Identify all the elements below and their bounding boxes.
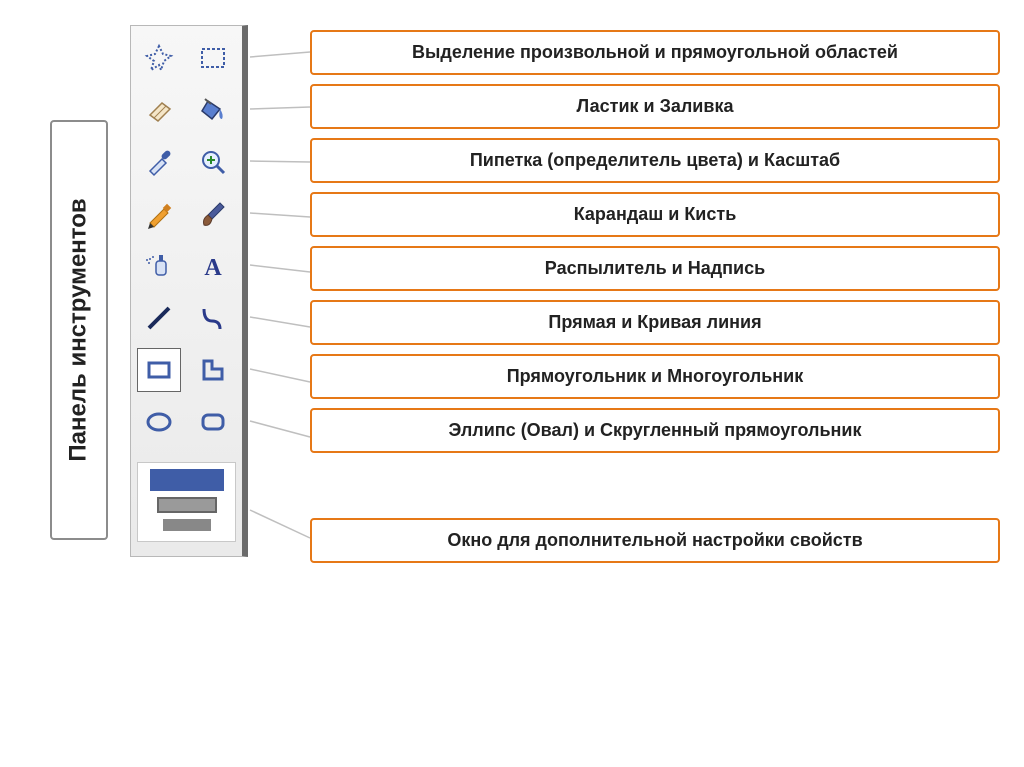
brush-tool[interactable] (191, 192, 235, 236)
freeform-select-icon (144, 43, 174, 73)
eraser-icon (144, 95, 174, 125)
page-title: Панель инструментов (65, 198, 93, 461)
tool-palette: A (130, 25, 248, 557)
airbrush-icon (144, 251, 174, 281)
eyedropper-icon (144, 147, 174, 177)
desc-row-2: Ластик и Заливка (310, 84, 1000, 129)
desc-row-6: Прямая и Кривая линия (310, 300, 1000, 345)
ellipse-icon (144, 407, 174, 437)
magnifier-icon (198, 147, 228, 177)
text-tool[interactable]: A (191, 244, 235, 288)
tool-grid: A (137, 36, 236, 444)
desc-row-7: Прямоугольник и Многоугольник (310, 354, 1000, 399)
tool-options-panel[interactable] (137, 462, 236, 542)
airbrush-tool[interactable] (137, 244, 181, 288)
polygon-icon (198, 355, 228, 385)
curve-icon (198, 303, 228, 333)
eyedropper-tool[interactable] (137, 140, 181, 184)
magnifier-tool[interactable] (191, 140, 235, 184)
rounded-rect-icon (198, 407, 228, 437)
option-outline-only[interactable] (150, 469, 224, 491)
pencil-icon (144, 199, 174, 229)
polygon-tool[interactable] (191, 348, 235, 392)
descriptions-column: Выделение произвольной и прямоугольной о… (310, 30, 1000, 572)
desc-row-8: Эллипс (Овал) и Скругленный прямоугольни… (310, 408, 1000, 453)
line-icon (144, 303, 174, 333)
text-icon: A (198, 251, 228, 281)
option-filled-outline[interactable] (157, 497, 217, 513)
desc-row-5: Распылитель и Надпись (310, 246, 1000, 291)
ellipse-tool[interactable] (137, 400, 181, 444)
rect-select-icon (198, 43, 228, 73)
desc-row-4: Карандаш и Кисть (310, 192, 1000, 237)
curve-tool[interactable] (191, 296, 235, 340)
rect-select-tool[interactable] (191, 36, 235, 80)
title-panel: Панель инструментов (50, 120, 108, 540)
pencil-tool[interactable] (137, 192, 181, 236)
desc-row-1: Выделение произвольной и прямоугольной о… (310, 30, 1000, 75)
rectangle-tool[interactable] (137, 348, 181, 392)
option-filled-solid[interactable] (163, 519, 211, 531)
eraser-tool[interactable] (137, 88, 181, 132)
svg-text:A: A (204, 255, 222, 281)
fill-icon (198, 95, 228, 125)
brush-icon (198, 199, 228, 229)
fill-tool[interactable] (191, 88, 235, 132)
desc-row-3: Пипетка (определитель цвета) и Касштаб (310, 138, 1000, 183)
rounded-rect-tool[interactable] (191, 400, 235, 444)
desc-options: Окно для дополнительной настройки свойст… (310, 518, 1000, 563)
freeform-select-tool[interactable] (137, 36, 181, 80)
line-tool[interactable] (137, 296, 181, 340)
rectangle-icon (144, 355, 174, 385)
